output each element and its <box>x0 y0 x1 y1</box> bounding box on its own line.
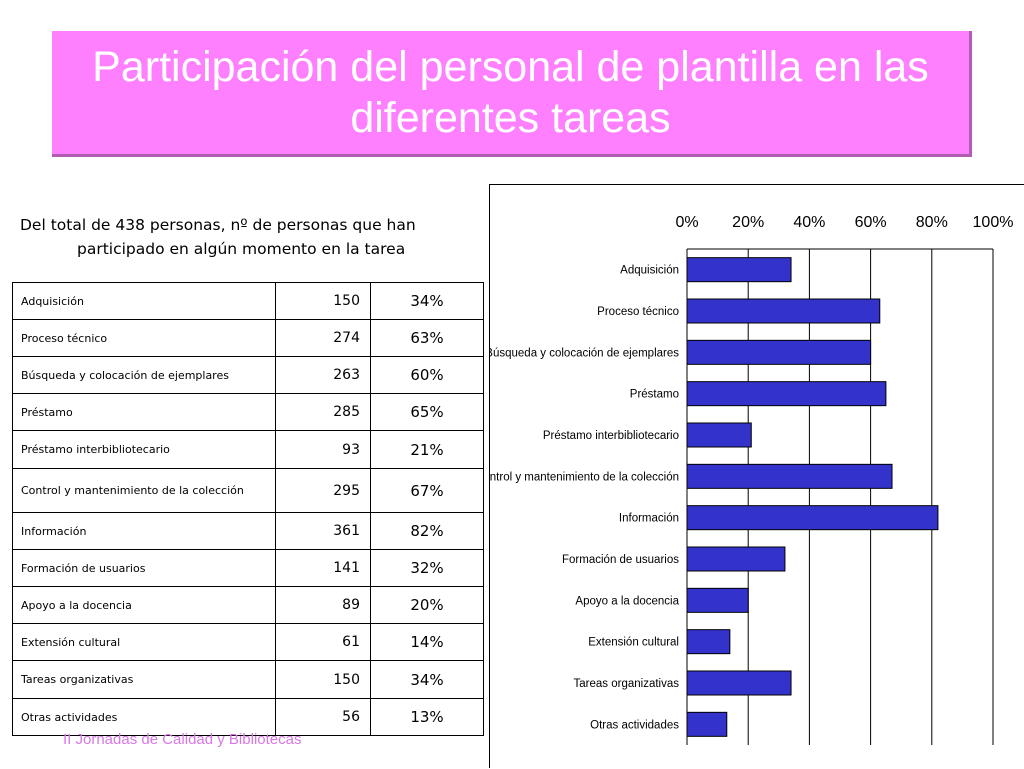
category-label: Extensión cultural <box>588 637 679 649</box>
percent-cell: 14% <box>370 623 484 661</box>
table-row: Otras actividades 56 13% <box>12 698 484 736</box>
bar-chart: 0% 20% 40% 60% 80% 100% Adquisición Proceso téc… <box>490 214 1014 745</box>
x-tick-label: 100% <box>973 214 1014 231</box>
count-cell: 361 <box>275 512 371 550</box>
percent-cell: 13% <box>370 698 484 736</box>
count-cell: 93 <box>275 430 371 469</box>
task-cell: Proceso técnico <box>12 319 276 357</box>
category-label: Proceso técnico <box>597 306 679 318</box>
task-cell: Otras actividades <box>12 698 276 736</box>
task-cell: Búsqueda y colocación de ejemplares <box>12 356 276 394</box>
percent-cell: 20% <box>370 586 484 624</box>
count-cell: 295 <box>275 468 371 513</box>
table-row: Tareas organizativas 150 34% <box>12 660 484 699</box>
percent-cell: 82% <box>370 512 484 550</box>
task-cell: Información <box>12 512 276 550</box>
bar <box>686 587 749 613</box>
task-cell: Adquisición <box>12 282 276 320</box>
footer-text: II Jornadas de Calidad y Bibliotecas <box>63 731 302 748</box>
table-row: Proceso técnico 274 63% <box>12 319 484 357</box>
table-row: Control y mantenimiento de la colección 2… <box>12 468 484 513</box>
category-label: Información <box>619 513 679 525</box>
table-row: Adquisición 150 34% <box>12 282 484 320</box>
category-label: Préstamo <box>630 389 679 401</box>
task-cell: Tareas organizativas <box>12 660 276 699</box>
bar <box>686 257 792 283</box>
count-cell: 150 <box>275 282 371 320</box>
bar <box>686 381 887 407</box>
x-tick-label: 20% <box>732 214 764 231</box>
x-tick-label: 80% <box>916 214 948 231</box>
percent-cell: 34% <box>370 282 484 320</box>
bar <box>686 339 872 365</box>
bar <box>686 463 893 489</box>
bar <box>686 670 792 696</box>
subtitle-line-1: Del total de 438 personas, nº de persona… <box>20 216 416 234</box>
category-label: Tareas organizativas <box>574 678 680 690</box>
category-label: Control y mantenimiento de la colección <box>490 471 679 483</box>
table-row: Extensión cultural 61 14% <box>12 623 484 661</box>
x-tick-label: 60% <box>855 214 887 231</box>
bar <box>686 422 752 448</box>
title-banner: Participación del personal de plantilla … <box>52 31 972 157</box>
count-cell: 56 <box>275 698 371 736</box>
percent-cell: 21% <box>370 430 484 469</box>
table-row: Formación de usuarios 141 32% <box>12 549 484 587</box>
bar <box>686 298 881 324</box>
count-cell: 274 <box>275 319 371 357</box>
x-tick-label: 0% <box>675 214 698 231</box>
bar <box>686 711 728 737</box>
bar <box>686 505 939 531</box>
category-label: Adquisición <box>620 265 679 277</box>
category-label: Formación de usuarios <box>562 554 679 566</box>
task-cell: Formación de usuarios <box>12 549 276 587</box>
percent-cell: 34% <box>370 660 484 699</box>
x-tick-label: 40% <box>793 214 825 231</box>
bar-chart-panel: 0% 20% 40% 60% 80% 100% Adquisición Proceso téc… <box>489 184 1024 768</box>
task-cell: Control y mantenimiento de la colección <box>12 468 276 513</box>
percent-cell: 65% <box>370 393 484 431</box>
task-cell: Préstamo <box>12 393 276 431</box>
subtitle-line-2: participado en algún momento en la tarea <box>77 240 406 258</box>
count-cell: 263 <box>275 356 371 394</box>
category-label: Apoyo a la docencia <box>575 595 679 607</box>
count-cell: 150 <box>275 660 371 699</box>
table-row: Préstamo interbibliotecario 93 21% <box>12 430 484 469</box>
task-cell: Préstamo interbibliotecario <box>12 430 276 469</box>
count-cell: 285 <box>275 393 371 431</box>
task-cell: Apoyo a la docencia <box>12 586 276 624</box>
count-cell: 61 <box>275 623 371 661</box>
percent-cell: 32% <box>370 549 484 587</box>
page-title: Participación del personal de plantilla … <box>92 42 929 142</box>
bar <box>686 629 731 655</box>
bar <box>686 546 786 572</box>
task-cell: Extensión cultural <box>12 623 276 661</box>
percent-cell: 67% <box>370 468 484 513</box>
percent-cell: 60% <box>370 356 484 394</box>
percent-cell: 63% <box>370 319 484 357</box>
subtitle: Del total de 438 personas, nº de persona… <box>20 213 490 261</box>
count-cell: 141 <box>275 549 371 587</box>
category-label: Búsqueda y colocación de ejemplares <box>490 347 679 359</box>
table-row: Información 361 82% <box>12 512 484 550</box>
table-row: Apoyo a la docencia 89 20% <box>12 586 484 624</box>
tasks-table: Adquisición 150 34% Proceso técnico 274 63% Bú… <box>12 282 484 736</box>
category-label: Préstamo interbibliotecario <box>543 430 679 442</box>
table-row: Búsqueda y colocación de ejemplares 263 60… <box>12 356 484 394</box>
count-cell: 89 <box>275 586 371 624</box>
category-label: Otras actividades <box>590 719 679 731</box>
table-row: Préstamo 285 65% <box>12 393 484 431</box>
